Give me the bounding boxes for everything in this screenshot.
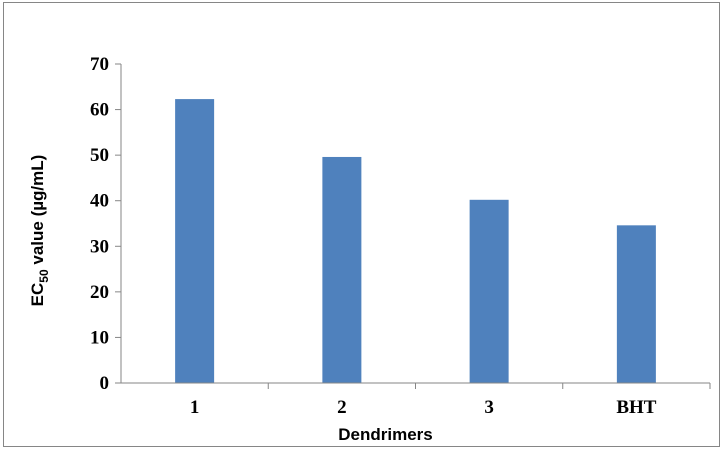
y-axis-title-prefix: EC: [28, 283, 47, 307]
x-tick-label: BHT: [616, 397, 656, 418]
x-tick-label: 1: [190, 397, 200, 418]
y-axis-title-subscript: 50: [37, 269, 51, 283]
bar-1: [175, 99, 215, 383]
y-axis-ticks: 0 10 20 30 40 50 60 70: [90, 54, 121, 394]
y-axis-title-suffix: value (µg/mL): [28, 155, 47, 270]
x-tick-label: 3: [484, 397, 494, 418]
x-axis-title: Dendrimers: [338, 425, 432, 444]
x-tick-label: 2: [337, 397, 347, 418]
y-tick-label: 40: [90, 191, 109, 212]
y-tick-label: 50: [90, 145, 109, 166]
y-tick-label: 20: [90, 282, 109, 303]
y-tick-label: 30: [90, 236, 109, 257]
chart-area: 0 10 20 30 40 50 60 70 1 2 3 BHT Dendrimers EC50 v…: [3, 2, 720, 447]
y-tick-label: 0: [100, 373, 110, 394]
bars: [175, 99, 656, 383]
x-axis-tick-labels: 1 2 3 BHT: [190, 383, 711, 418]
y-axis-title: EC50 value (µg/mL): [28, 155, 51, 307]
y-tick-label: 60: [90, 100, 109, 121]
chart-border: [3, 2, 720, 447]
y-tick-label: 70: [90, 54, 109, 75]
bar-2: [322, 156, 362, 383]
bar-3: [469, 199, 509, 383]
bar-bht: [616, 225, 656, 383]
y-tick-label: 10: [90, 327, 109, 348]
